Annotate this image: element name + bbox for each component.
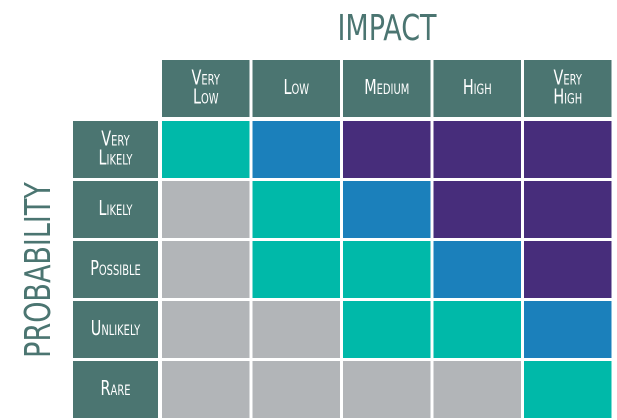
row-header-label: Possible: [90, 258, 141, 281]
risk-cell: [524, 121, 612, 178]
row-header-label: Likely: [99, 148, 134, 171]
risk-cell: [252, 181, 340, 238]
column-header-label: Very: [554, 68, 583, 91]
row-header-label: Unlikely: [91, 318, 141, 341]
column-header-label: Low: [193, 87, 219, 110]
risk-cell: [162, 361, 250, 418]
row-header: [73, 121, 158, 178]
row-header-label: Rare: [101, 378, 131, 401]
row-header-label: Very: [101, 129, 130, 152]
row-axis-label: PROBABILITY: [16, 182, 59, 358]
risk-cell: [524, 241, 612, 298]
title: IMPACT: [337, 6, 437, 49]
row-header-label: Likely: [99, 198, 134, 221]
risk-cell: [252, 361, 340, 418]
risk-cell: [162, 121, 250, 178]
risk-cell: [433, 241, 521, 298]
row-header: [73, 301, 158, 358]
risk-cell: [343, 241, 431, 298]
risk-cell: [524, 181, 612, 238]
risk-cell: [343, 121, 431, 178]
risk-cell: [162, 181, 250, 238]
column-header: [162, 60, 250, 117]
risk-cell: [433, 301, 521, 358]
risk-cell: [162, 301, 250, 358]
risk-cell: [252, 121, 340, 178]
column-header-label: High: [553, 87, 582, 110]
column-header: [252, 60, 340, 117]
column-header-label: Medium: [364, 77, 409, 100]
risk-cell: [433, 121, 521, 178]
row-header: [73, 241, 158, 298]
column-header: [433, 60, 521, 117]
column-header: [524, 60, 612, 117]
column-header-label: High: [463, 77, 492, 100]
risk-cell: [433, 361, 521, 418]
column-header: [343, 60, 431, 117]
risk-cell: [162, 241, 250, 298]
risk-cell: [524, 301, 612, 358]
risk-cell: [252, 241, 340, 298]
risk-cell: [433, 181, 521, 238]
row-header: [73, 361, 158, 418]
row-header: [73, 181, 158, 238]
risk-cell: [252, 301, 340, 358]
risk-cell: [343, 181, 431, 238]
column-header-label: Low: [283, 77, 309, 100]
risk-cell: [343, 301, 431, 358]
column-header-label: Very: [192, 68, 221, 91]
risk-cell: [343, 361, 431, 418]
risk-cell: [524, 361, 612, 418]
